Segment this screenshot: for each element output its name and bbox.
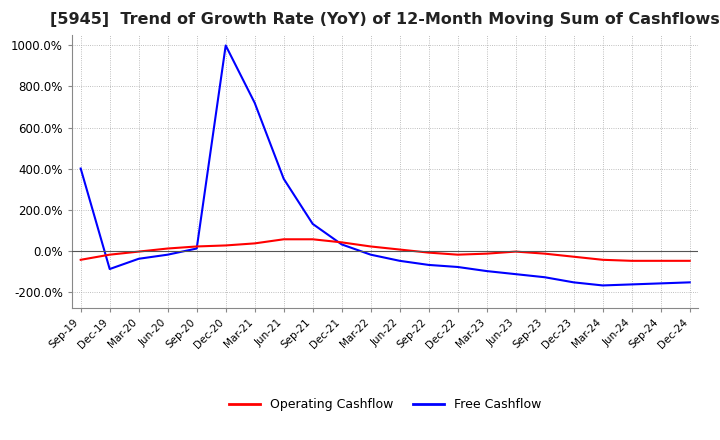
Operating Cashflow [395, 247, 404, 252]
Operating Cashflow [511, 249, 520, 254]
Line: Free Cashflow: Free Cashflow [81, 45, 690, 286]
Free Cashflow [338, 242, 346, 247]
Operating Cashflow [570, 254, 578, 259]
Operating Cashflow [105, 252, 114, 257]
Free Cashflow [251, 100, 259, 106]
Operating Cashflow [308, 237, 317, 242]
Operating Cashflow [76, 257, 85, 262]
Operating Cashflow [454, 252, 462, 257]
Operating Cashflow [251, 241, 259, 246]
Free Cashflow [627, 282, 636, 287]
Free Cashflow [511, 271, 520, 277]
Operating Cashflow [338, 240, 346, 245]
Free Cashflow [657, 281, 665, 286]
Free Cashflow [163, 252, 172, 257]
Free Cashflow [424, 262, 433, 268]
Free Cashflow [570, 280, 578, 285]
Free Cashflow [308, 221, 317, 227]
Operating Cashflow [366, 244, 375, 249]
Free Cashflow [135, 256, 143, 261]
Free Cashflow [454, 264, 462, 270]
Line: Operating Cashflow: Operating Cashflow [81, 239, 690, 261]
Operating Cashflow [279, 237, 288, 242]
Free Cashflow [598, 283, 607, 288]
Operating Cashflow [482, 251, 491, 256]
Operating Cashflow [163, 246, 172, 251]
Free Cashflow [366, 252, 375, 257]
Free Cashflow [395, 258, 404, 264]
Free Cashflow [482, 268, 491, 274]
Free Cashflow [221, 43, 230, 48]
Operating Cashflow [541, 251, 549, 256]
Free Cashflow [685, 280, 694, 285]
Operating Cashflow [424, 250, 433, 255]
Free Cashflow [541, 275, 549, 280]
Title: [5945]  Trend of Growth Rate (YoY) of 12-Month Moving Sum of Cashflows: [5945] Trend of Growth Rate (YoY) of 12-… [50, 12, 720, 27]
Legend: Operating Cashflow, Free Cashflow: Operating Cashflow, Free Cashflow [224, 393, 546, 416]
Free Cashflow [105, 266, 114, 271]
Free Cashflow [76, 166, 85, 171]
Operating Cashflow [135, 249, 143, 254]
Operating Cashflow [192, 244, 201, 249]
Operating Cashflow [627, 258, 636, 264]
Operating Cashflow [598, 257, 607, 262]
Free Cashflow [279, 176, 288, 181]
Operating Cashflow [221, 243, 230, 248]
Operating Cashflow [657, 258, 665, 264]
Free Cashflow [192, 246, 201, 251]
Operating Cashflow [685, 258, 694, 264]
